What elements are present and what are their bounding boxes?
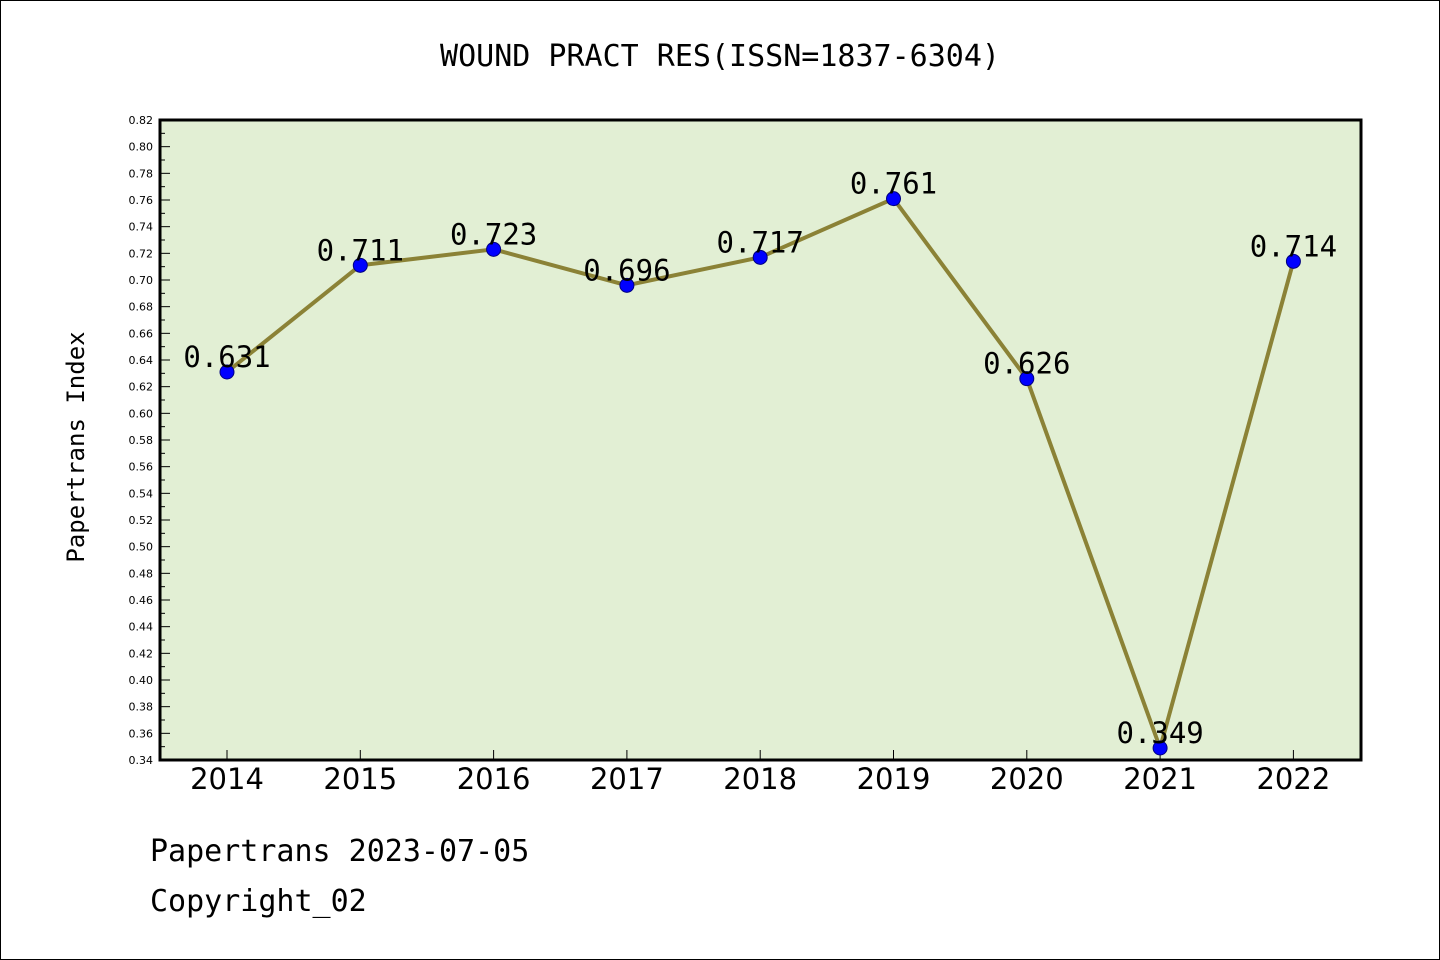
y-tick-label: 0.44 <box>129 621 154 634</box>
y-tick-label: 0.46 <box>129 594 154 607</box>
data-point-marker <box>886 191 901 207</box>
x-tick-label: 2020 <box>990 762 1064 796</box>
plot-area <box>158 118 1363 762</box>
data-label: 0.626 <box>983 347 1070 381</box>
y-tick-label: 0.82 <box>129 114 154 127</box>
y-tick-label: 0.54 <box>129 487 154 500</box>
data-label: 0.696 <box>583 253 670 287</box>
y-tick-label: 0.52 <box>129 514 154 527</box>
y-tick-label: 0.80 <box>129 141 154 154</box>
y-tick-label: 0.76 <box>129 194 154 207</box>
data-point-marker <box>486 241 502 257</box>
y-tick-label: 0.50 <box>129 541 154 554</box>
y-tick-label: 0.38 <box>129 701 154 714</box>
footer-copyright: Copyright_02 <box>150 884 367 919</box>
y-tick-label: 0.62 <box>129 381 154 394</box>
data-labels: 0.631 0.711 0.723 0.696 0.717 0.761 0.626 0.349… <box>183 167 1337 750</box>
chart-title: WOUND PRACT RES(ISSN=1837-6304) <box>440 39 1000 74</box>
x-axis: 2014 2015 2016 2017 2018 2019 2020 2021 2022 <box>190 750 1330 796</box>
x-tick-label: 2019 <box>857 762 931 796</box>
y-tick-label: 0.60 <box>129 407 154 420</box>
y-tick-label: 0.66 <box>129 327 154 340</box>
y-axis-label: Papertrans Index <box>62 331 90 562</box>
y-tick-label: 0.64 <box>129 354 154 367</box>
data-point-marker <box>219 364 235 380</box>
y-tick-label: 0.74 <box>129 221 154 234</box>
data-label: 0.711 <box>317 233 404 267</box>
data-point-marker <box>1152 740 1168 756</box>
x-tick-label: 2014 <box>190 762 264 796</box>
data-label: 0.717 <box>717 225 804 259</box>
data-point-marker <box>619 277 635 293</box>
data-label: 0.723 <box>450 217 537 251</box>
y-tick-label: 0.72 <box>129 247 154 260</box>
y-tick-label: 0.40 <box>129 674 154 687</box>
data-points <box>219 191 1301 756</box>
y-tick-label: 0.70 <box>129 274 154 287</box>
x-tick-label: 2015 <box>323 762 397 796</box>
data-label: 0.714 <box>1250 229 1337 263</box>
y-tick-label: 0.56 <box>129 461 154 474</box>
y-tick-label: 0.36 <box>129 727 154 740</box>
x-tick-label: 2021 <box>1123 762 1197 796</box>
y-tick-label: 0.68 <box>129 301 154 314</box>
data-point-marker <box>352 257 368 273</box>
data-label: 0.761 <box>850 167 937 201</box>
y-tick-label: 0.42 <box>129 647 154 660</box>
data-label: 0.349 <box>1116 716 1203 750</box>
y-tick-label: 0.34 <box>129 754 154 767</box>
data-point-marker <box>1019 371 1035 387</box>
x-tick-label: 2018 <box>723 762 797 796</box>
y-axis: 0.34 0.36 0.38 0.40 0.42 0.44 0.46 0.48 0.50 0.52… <box>129 114 170 767</box>
x-tick-label: 2017 <box>590 762 664 796</box>
footer-date: Papertrans 2023-07-05 <box>150 834 530 869</box>
y-tick-label: 0.78 <box>129 167 154 180</box>
y-tick-label: 0.58 <box>129 434 154 447</box>
x-tick-label: 2016 <box>457 762 531 796</box>
data-label: 0.631 <box>183 340 270 374</box>
y-tick-label: 0.48 <box>129 567 154 580</box>
x-tick-label: 2022 <box>1256 762 1330 796</box>
data-point-marker <box>752 249 768 265</box>
data-point-marker <box>1285 253 1301 269</box>
